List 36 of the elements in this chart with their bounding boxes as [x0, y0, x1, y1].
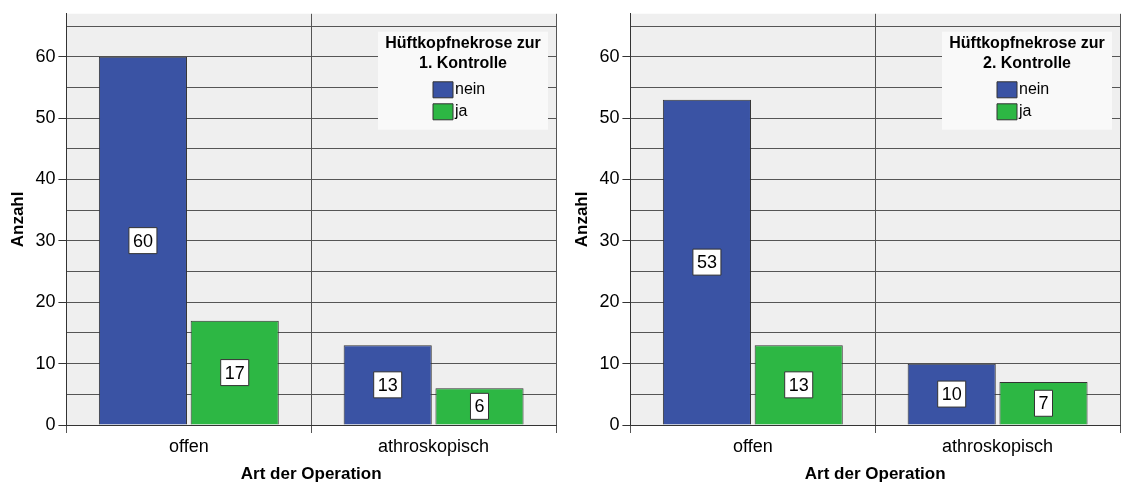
- data-label: 17: [224, 362, 245, 383]
- x-tick-label: athroskopisch: [378, 435, 490, 456]
- y-tick-label: 40: [35, 168, 56, 189]
- legend-title: Hüftkopfnekrose zur 1. Kontrolle: [385, 34, 541, 72]
- legend-title: Hüftkopfnekrose zur 2. Kontrolle: [949, 34, 1105, 72]
- y-tick-label: 20: [35, 291, 56, 312]
- data-label: 13: [788, 374, 809, 395]
- legend-label: nein: [1019, 80, 1050, 98]
- y-tick-label: 60: [35, 45, 56, 66]
- y-tick-label: 30: [35, 229, 56, 250]
- y-tick-label: 10: [35, 352, 56, 373]
- y-tick-label: 10: [599, 352, 620, 373]
- data-label: 7: [1038, 393, 1049, 414]
- y-tick-label: 50: [35, 107, 56, 128]
- y-tick-label: 40: [599, 168, 620, 189]
- legend-label: ja: [454, 102, 468, 120]
- y-axis-title: Anzahl: [7, 191, 27, 248]
- x-tick-label: offen: [732, 435, 773, 456]
- data-label: 53: [696, 252, 717, 273]
- data-label: 60: [132, 230, 153, 251]
- y-tick-label: 30: [599, 229, 620, 250]
- y-axis-title: Anzahl: [571, 191, 591, 248]
- y-tick-label: 0: [45, 413, 56, 434]
- legend-label: ja: [1018, 102, 1032, 120]
- y-tick-label: 60: [599, 45, 620, 66]
- data-label: 6: [474, 396, 485, 417]
- y-tick-label: 50: [599, 107, 620, 128]
- data-label: 10: [941, 384, 962, 405]
- x-axis-title: Art der Operation: [240, 464, 382, 484]
- y-tick-label: 20: [599, 291, 620, 312]
- x-tick-label: athroskopisch: [942, 435, 1054, 456]
- data-label: 13: [377, 374, 398, 395]
- legend-label: nein: [455, 80, 486, 98]
- x-tick-label: offen: [168, 435, 209, 456]
- x-axis-title: Art der Operation: [804, 464, 946, 484]
- y-tick-label: 0: [609, 413, 620, 434]
